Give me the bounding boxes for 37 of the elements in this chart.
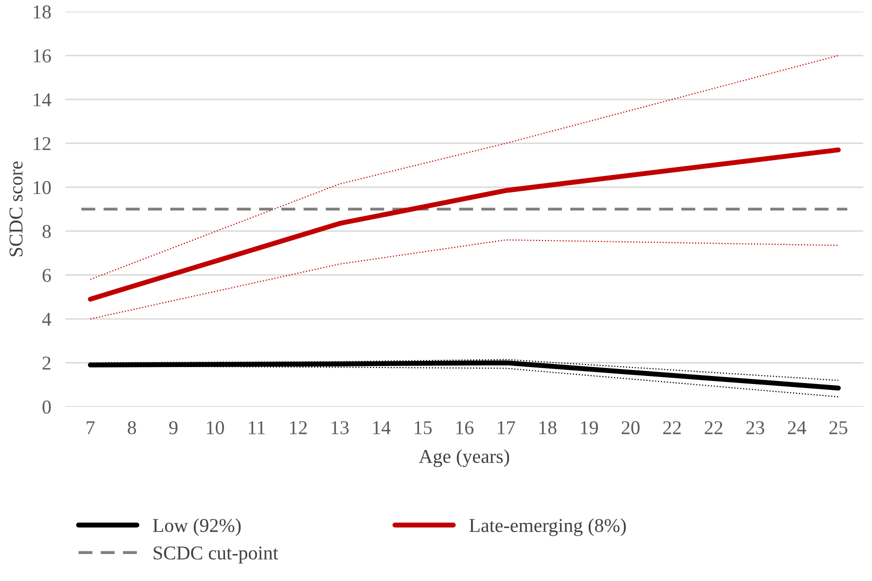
line-series <box>90 239 839 320</box>
x-tick-label: 25 <box>829 421 848 434</box>
x-tick-label: 11 <box>248 421 265 434</box>
x-tick-label: 16 <box>456 421 474 434</box>
y-tick-label: 4 <box>42 312 52 326</box>
x-tick-label: 7 <box>86 421 95 434</box>
x-tick-label: 15 <box>414 421 432 434</box>
legend-label: Late-emerging (8%) <box>469 518 626 536</box>
x-tick-label: 9 <box>169 421 178 434</box>
y-axis-title: SCDC score <box>9 161 23 256</box>
y-tick-label: 2 <box>42 356 50 370</box>
legend-label: Low (92%) <box>152 518 241 536</box>
x-tick-label: 18 <box>539 421 556 434</box>
line-series <box>88 147 841 302</box>
x-tick-label: 12 <box>290 421 307 434</box>
y-tick-label: 16 <box>34 49 51 62</box>
x-tick-label: 22 <box>704 421 722 434</box>
y-tick-label: 14 <box>34 93 52 106</box>
line-series <box>90 54 839 280</box>
legend-label: SCDC cut-point <box>154 546 278 564</box>
x-axis-title: Age (years) <box>418 449 510 468</box>
x-tick-label: 8 <box>128 421 136 434</box>
y-tick-label: 6 <box>42 268 51 282</box>
y-tick-label: 12 <box>34 137 50 150</box>
x-tick-label: 22 <box>663 421 681 434</box>
x-tick-label: 10 <box>206 421 224 434</box>
y-tick-label: 18 <box>34 5 51 19</box>
x-tick-label: 19 <box>580 421 598 434</box>
x-tick-label: 20 <box>622 421 640 434</box>
y-tick-label: 8 <box>42 224 51 238</box>
y-tick-label: 10 <box>34 181 51 194</box>
x-tick-label: 13 <box>332 421 349 434</box>
y-tick-label: 0 <box>42 400 51 414</box>
x-tick-label: 17 <box>498 421 516 434</box>
x-tick-label: 24 <box>788 421 806 434</box>
x-tick-label: 14 <box>373 421 391 434</box>
x-tick-label: 23 <box>746 421 764 434</box>
